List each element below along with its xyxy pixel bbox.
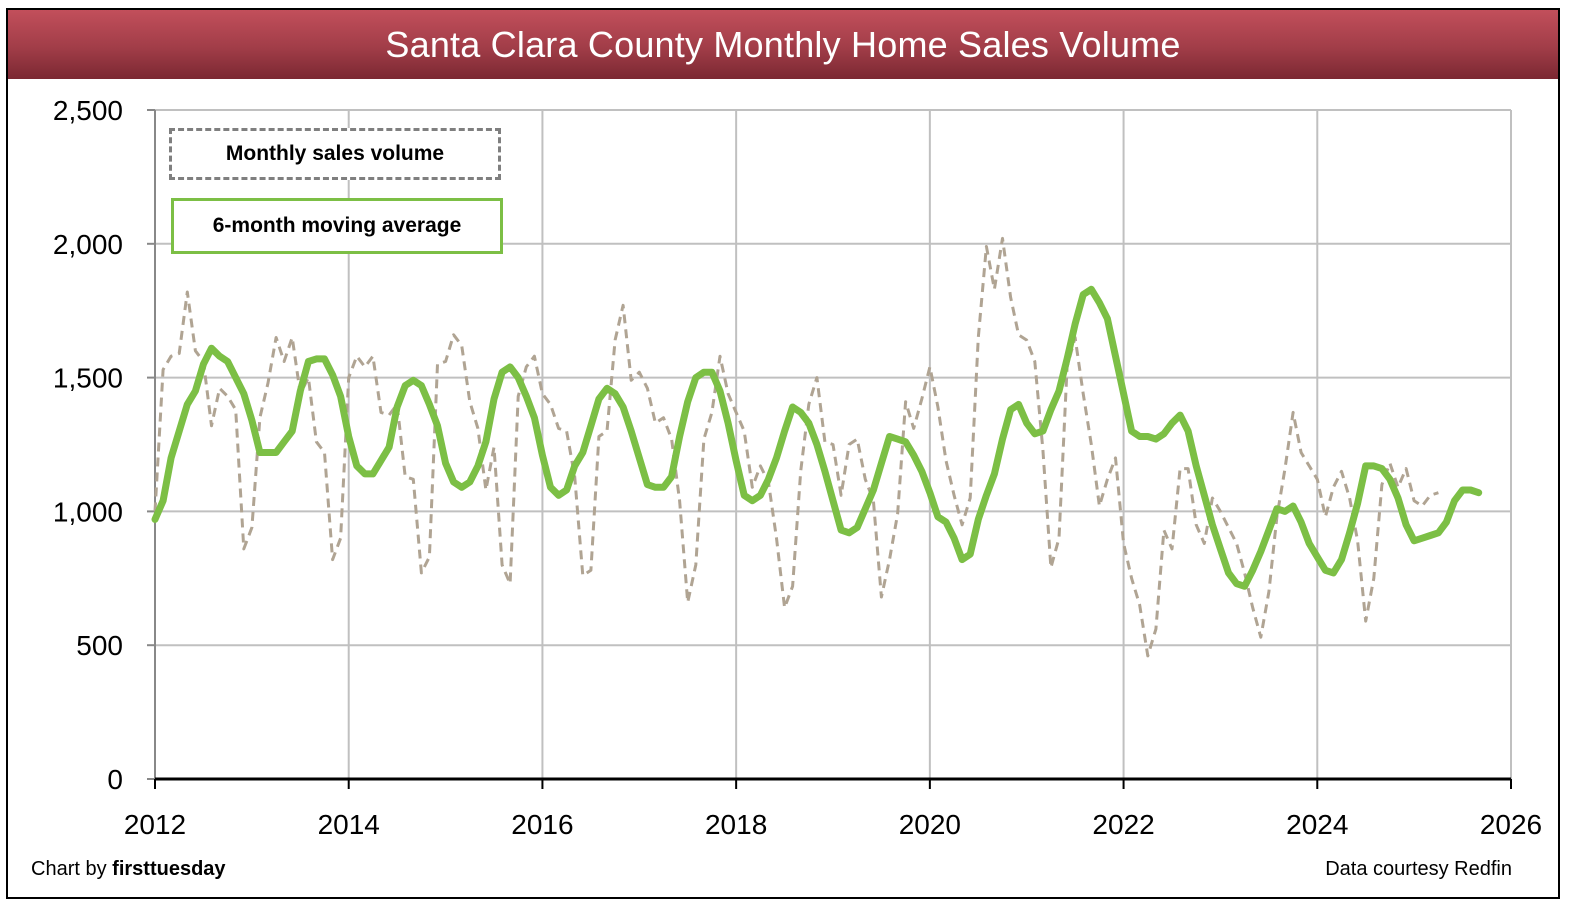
legend-moving-average-label: 6-month moving average [212,214,462,237]
y-tick-label: 500 [76,630,123,661]
x-tick-label: 2026 [1480,809,1542,840]
title-bar: Santa Clara County Monthly Home Sales Vo… [8,10,1558,79]
x-tick-label: 2012 [124,809,186,840]
x-tick-label: 2022 [1092,809,1154,840]
chart-credit: Chart by firsttuesday [31,858,226,881]
x-tick-label: 2020 [899,809,961,840]
x-tick-label: 2024 [1286,809,1348,840]
x-tick-label: 2018 [705,809,767,840]
y-tick-labels: 0 500 1,000 1,500 2,000 2,500 [53,95,123,795]
y-tick-label: 2,500 [53,95,123,126]
x-tick-labels: 2012 2014 2016 2018 2020 2022 2024 2026 [124,809,1542,840]
series-monthly-sales-line [153,236,1439,658]
chart-title: Santa Clara County Monthly Home Sales Vo… [385,23,1181,65]
chart-credit-brand: firsttuesday [112,858,226,880]
legend-monthly-sales: Monthly sales volume [169,128,501,180]
y-tick-label: 0 [107,764,123,795]
x-tick-label: 2016 [511,809,573,840]
y-tick-label: 1,000 [53,496,123,527]
series-moving-average-line [151,285,1483,590]
legend-monthly-sales-label: Monthly sales volume [225,142,445,165]
data-source: Data courtesy Redfin [1325,858,1512,880]
y-tick-label: 2,000 [53,229,123,260]
legend-moving-average: 6-month moving average [171,198,503,254]
series-group [151,236,1483,658]
y-tick-label: 1,500 [53,363,123,394]
chart-credit-prefix: Chart by [31,858,113,880]
axes [147,109,1512,789]
x-tick-label: 2014 [318,809,380,840]
